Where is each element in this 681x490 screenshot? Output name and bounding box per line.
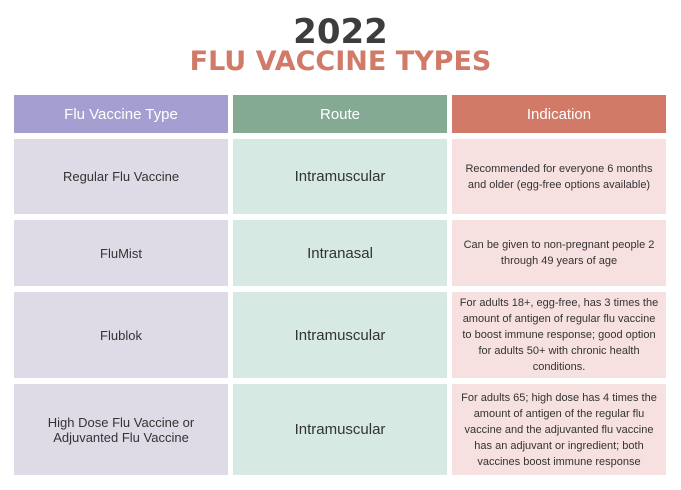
cell-route: Intramuscular xyxy=(233,292,447,378)
cell-type: High Dose Flu Vaccine or Adjuvanted Flu … xyxy=(14,384,228,475)
cell-type: FluMist xyxy=(14,220,228,286)
title-subtitle: FLU VACCINE TYPES xyxy=(189,46,492,77)
header-type: Flu Vaccine Type xyxy=(14,95,228,133)
cell-indication: For adults 65; high dose has 4 times the… xyxy=(452,384,666,475)
title-year: 2022 xyxy=(293,12,388,52)
cell-route: Intramuscular xyxy=(233,384,447,475)
cell-route: Intranasal xyxy=(233,220,447,286)
cell-type: Flublok xyxy=(14,292,228,378)
cell-type: Regular Flu Vaccine xyxy=(14,139,228,214)
header-indication: Indication xyxy=(452,95,666,133)
cell-indication: Can be given to non-pregnant people 2 th… xyxy=(452,220,666,286)
header-route: Route xyxy=(233,95,447,133)
cell-route: Intramuscular xyxy=(233,139,447,214)
cell-indication: Recommended for everyone 6 months and ol… xyxy=(452,139,666,214)
cell-indication: For adults 18+, egg-free, has 3 times th… xyxy=(452,292,666,378)
